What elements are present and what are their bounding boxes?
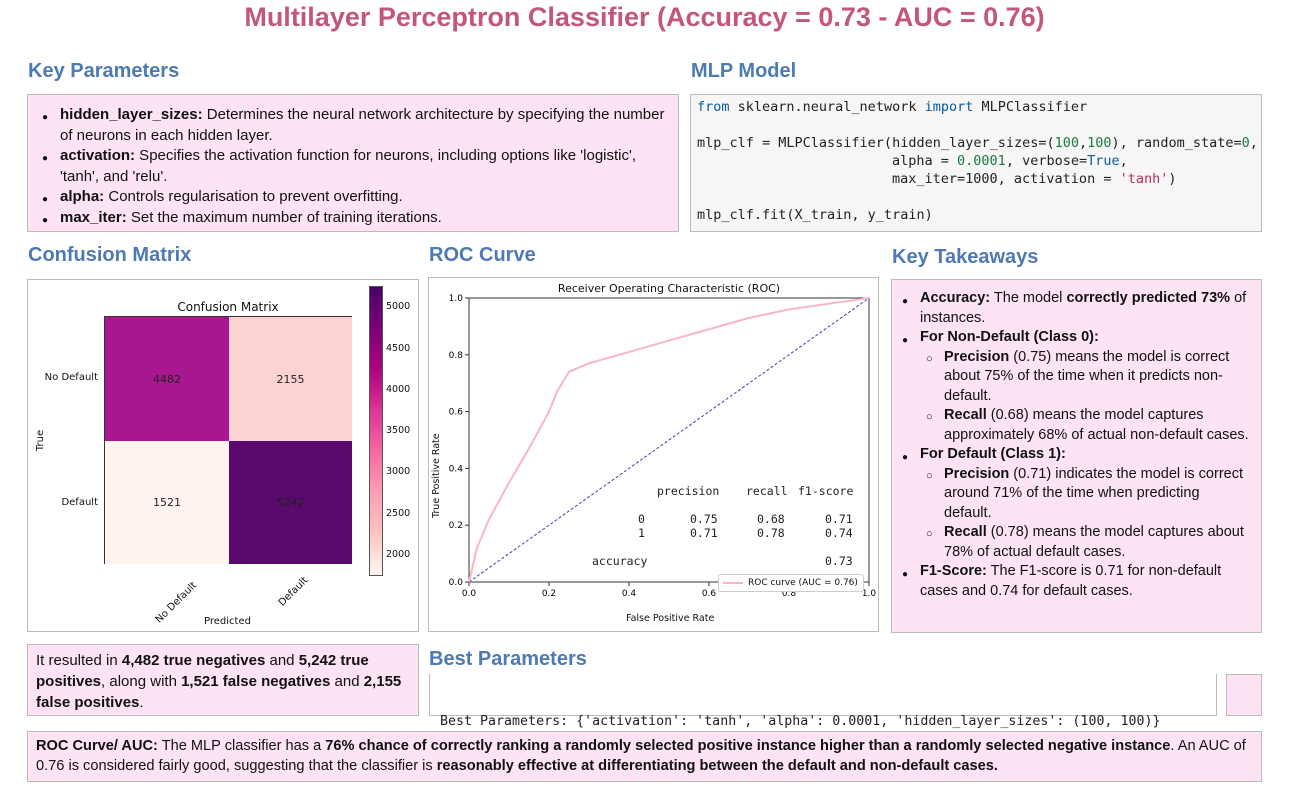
cm-cell-tp: 5242 <box>229 441 352 564</box>
param-item: max_iter: Set the maximum number of trai… <box>40 208 666 231</box>
mlp-model-heading: MLP Model <box>691 60 797 82</box>
colorbar-tick: 4500 <box>386 343 411 354</box>
key-parameters-heading: Key Parameters <box>28 60 180 82</box>
colorbar-tick: 4000 <box>386 384 411 395</box>
roc-y-tick-label: 0.2 <box>449 521 463 531</box>
decorative-box <box>1226 674 1262 716</box>
param-item: hidden_layer_sizes: Determines the neura… <box>40 105 666 146</box>
legend-swatch <box>723 582 743 584</box>
takeaway-subitem: Precision (0.75) means the model is corr… <box>920 348 1251 407</box>
takeaways-list: Accuracy: The model correctly predicted … <box>900 289 1251 601</box>
roc-x-tick-label: 0.6 <box>702 589 717 599</box>
report-value: 0.71 <box>690 526 718 540</box>
code-line: from sklearn.neural_network import MLPCl… <box>697 99 1088 115</box>
cm-cell-fp: 2155 <box>229 317 352 441</box>
takeaway-item: For Non-Default (Class 0): Precision (0.… <box>900 328 1251 445</box>
roc-ylabel: True Positive Rate <box>431 433 442 518</box>
cm-row-label: No Default <box>44 372 98 383</box>
takeaway-item: Accuracy: The model correctly predicted … <box>900 289 1251 328</box>
code-block: from sklearn.neural_network import MLPCl… <box>690 94 1262 232</box>
roc-y-tick-label: 0.4 <box>449 464 464 474</box>
roc-x-tick-label: 0.2 <box>542 589 556 599</box>
cm-col-label: Default <box>276 575 311 609</box>
takeaway-item: F1-Score: The F1-score is 0.71 for non-d… <box>900 562 1251 601</box>
cm-col-label: No Default <box>153 580 200 626</box>
roc-heading: ROC Curve <box>429 244 536 266</box>
roc-x-tick-label: 0.4 <box>622 589 637 599</box>
code-line: mlp_clf = MLPClassifier(hidden_layer_siz… <box>697 135 1258 151</box>
roc-y-tick-label: 0.0 <box>449 578 464 588</box>
colorbar <box>369 286 383 576</box>
report-header: f1-score <box>798 484 854 498</box>
code-line: mlp_clf.fit(X_train, y_train) <box>697 207 933 223</box>
roc-figure: Receiver Operating Characteristic (ROC) … <box>428 277 879 632</box>
key-parameters-list: hidden_layer_sizes: Determines the neura… <box>40 105 666 231</box>
roc-x-tick-label: 1.0 <box>862 589 877 599</box>
colorbar-tick: 3500 <box>386 425 411 436</box>
cm-cell-tn: 4482 <box>105 317 229 441</box>
roc-chart: 0.0 0.2 0.4 0.6 0.8 1.0 0.0 0.2 0.4 0.6 0.8 1.0 <box>449 294 877 599</box>
cm-grid: 4482 2155 1521 5242 <box>104 316 352 564</box>
report-value: 0.75 <box>690 512 718 526</box>
report-value: 0.68 <box>757 512 785 526</box>
confusion-matrix-heading: Confusion Matrix <box>28 244 192 266</box>
colorbar-tick: 5000 <box>386 301 411 312</box>
best-params-line: Best Parameters: {'activation': 'tanh', … <box>440 714 1161 729</box>
result-summary-box: It resulted in 4,482 true negatives and … <box>27 644 419 716</box>
cm-cell-fn: 1521 <box>105 441 229 564</box>
cm-plot-title: Confusion Matrix <box>177 300 279 314</box>
report-value: 0.74 <box>825 526 853 540</box>
takeaway-subitem: Precision (0.71) indicates the model is … <box>920 465 1251 524</box>
report-label: 0 <box>638 512 645 526</box>
cm-ylabel: True <box>35 429 47 452</box>
best-parameters-heading: Best Parameters <box>429 648 587 670</box>
colorbar-ticks: 5000 4500 4000 3500 3000 2500 2000 <box>386 280 420 580</box>
roc-y-tick-label: 1.0 <box>449 294 464 304</box>
report-header: recall <box>746 484 788 498</box>
roc-y-tick-label: 0.8 <box>449 351 464 361</box>
page-title: Multilayer Perceptron Classifier (Accura… <box>244 2 1045 32</box>
confusion-matrix-figure: Confusion Matrix 4482 2155 1521 5242 No … <box>27 279 419 632</box>
roc-legend: ROC curve (AUC = 0.76) <box>718 574 864 592</box>
report-accuracy-value: 0.73 <box>825 554 853 568</box>
code-line: alpha = 0.0001, verbose=True, <box>892 153 1128 169</box>
key-takeaways-heading: Key Takeaways <box>892 246 1039 268</box>
roc-x-tick-label: 0.0 <box>462 589 477 599</box>
param-item: activation: Specifies the activation fun… <box>40 146 666 187</box>
takeaway-subitem: Recall (0.78) means the model captures a… <box>920 523 1251 562</box>
takeaway-item: For Default (Class 1): Precision (0.71) … <box>900 445 1251 562</box>
colorbar-tick: 2500 <box>386 508 411 519</box>
report-value: 0.71 <box>825 512 853 526</box>
roc-curve-line <box>468 297 870 583</box>
roc-axes-frame <box>468 297 870 583</box>
roc-diagonal-line <box>468 297 870 583</box>
takeaway-subitem: Recall (0.68) means the model captures a… <box>920 406 1251 445</box>
cm-xlabel: Predicted <box>204 616 251 627</box>
key-takeaways-box: Accuracy: The model correctly predicted … <box>891 279 1262 633</box>
roc-x-tick-label: 0.8 <box>782 589 797 599</box>
legend-label: ROC curve (AUC = 0.76) <box>748 578 858 588</box>
auc-note-box: ROC Curve/ AUC: The MLP classifier has a… <box>27 731 1262 782</box>
report-value: 0.78 <box>757 526 785 540</box>
report-accuracy-label: accuracy <box>592 554 648 568</box>
colorbar-tick: 2000 <box>386 549 411 560</box>
key-parameters-box: hidden_layer_sizes: Determines the neura… <box>27 94 679 232</box>
colorbar-tick: 3000 <box>386 466 411 477</box>
code-line: max_iter=1000, activation = 'tanh') <box>892 171 1177 187</box>
best-parameters-output: Best Parameters: {'activation': 'tanh', … <box>429 674 1217 783</box>
roc-xlabel: False Positive Rate <box>626 613 715 624</box>
report-label: 1 <box>638 526 645 540</box>
report-header: precision <box>657 484 720 498</box>
param-item: alpha: Controls regularisation to preven… <box>40 187 666 210</box>
cm-row-label: Default <box>61 497 98 508</box>
roc-plot-title: Receiver Operating Characteristic (ROC) <box>557 282 781 295</box>
roc-y-tick-label: 0.6 <box>449 408 464 418</box>
